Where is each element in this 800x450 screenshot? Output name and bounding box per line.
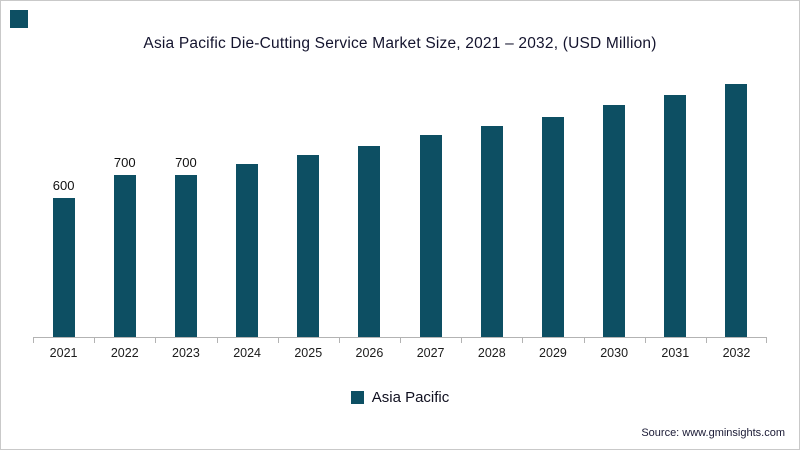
bar-column bbox=[400, 59, 461, 337]
bar-value-label: 700 bbox=[113, 154, 136, 170]
bar-value-label: 700 bbox=[175, 154, 197, 170]
plot-area: 600 700 700 bbox=[33, 59, 767, 338]
x-axis-label: 2022 bbox=[94, 338, 155, 360]
x-axis-label: 2030 bbox=[583, 338, 645, 360]
x-axis-label: 2023 bbox=[155, 338, 216, 360]
bar bbox=[664, 94, 687, 337]
bar bbox=[358, 145, 381, 337]
x-axis-label: 2031 bbox=[644, 338, 706, 360]
legend: Asia Pacific bbox=[1, 389, 799, 406]
x-axis-label: 2029 bbox=[522, 338, 583, 360]
bar-column bbox=[584, 59, 645, 337]
plot-wrap: 600 700 700 2021 2022 2023 2024 2025 2026 2027 20… bbox=[33, 59, 767, 360]
x-axis-label: 2028 bbox=[461, 338, 522, 360]
x-axis-label: 2025 bbox=[277, 338, 339, 360]
bar-column: 700 bbox=[155, 59, 216, 337]
bar-column: 700 bbox=[94, 59, 155, 337]
bar bbox=[480, 126, 503, 337]
bar-column: 600 bbox=[33, 59, 94, 337]
x-axis-label: 2027 bbox=[400, 338, 461, 360]
bar bbox=[113, 174, 136, 337]
bar bbox=[297, 155, 320, 337]
bar bbox=[603, 105, 626, 337]
x-axis-label: 2021 bbox=[33, 338, 94, 360]
source-credit: Source: www.gminsights.com bbox=[641, 427, 785, 439]
legend-label: Asia Pacific bbox=[371, 389, 450, 406]
brand-corner-accent bbox=[10, 10, 28, 28]
bar-column bbox=[461, 59, 522, 337]
bar-column bbox=[217, 59, 278, 337]
bar bbox=[52, 198, 75, 337]
bar-column bbox=[339, 59, 400, 337]
bar bbox=[541, 116, 564, 337]
bar-column bbox=[522, 59, 583, 337]
bar-column bbox=[706, 59, 767, 337]
x-axis: 2021 2022 2023 2024 2025 2026 2027 2028 2029 2030… bbox=[33, 338, 767, 360]
bar-column bbox=[278, 59, 339, 337]
bar bbox=[725, 84, 748, 337]
bar bbox=[174, 174, 197, 337]
x-axis-label: 2024 bbox=[216, 338, 278, 360]
legend-swatch bbox=[350, 391, 364, 404]
chart-title: Asia Pacific Die-Cutting Service Market … bbox=[143, 35, 657, 52]
bar bbox=[419, 135, 442, 337]
x-axis-label: 2032 bbox=[705, 338, 767, 360]
bar bbox=[236, 164, 259, 337]
x-axis-label: 2026 bbox=[338, 338, 400, 360]
bar-column bbox=[645, 59, 706, 337]
bar-value-label: 600 bbox=[52, 178, 75, 193]
